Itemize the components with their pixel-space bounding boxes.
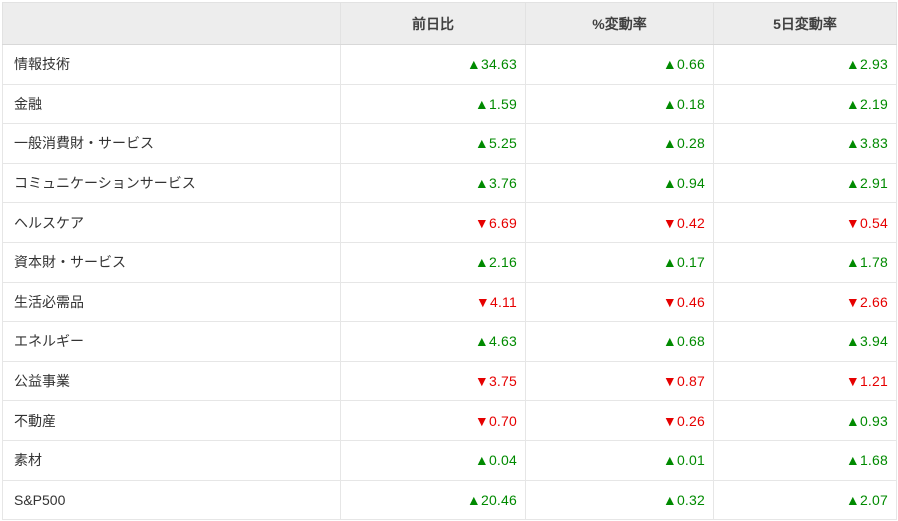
- change-value: ▲3.83: [713, 123, 897, 164]
- sector-label: 不動産: [2, 400, 341, 441]
- change-value: ▲0.01: [525, 439, 714, 481]
- sector-label: エネルギー: [2, 321, 341, 362]
- change-value: ▲20.46: [340, 479, 526, 521]
- table-row: コミュニケーションサービス ▲3.76 ▲0.94 ▲2.91: [2, 162, 897, 204]
- sector-label: 公益事業: [2, 360, 341, 402]
- change-value: ▲1.59: [340, 83, 526, 125]
- table-row: 生活必需品 ▼4.11 ▼0.46 ▼2.66: [2, 281, 897, 323]
- change-value: ▲34.63: [340, 44, 526, 85]
- change-value: ▼3.75: [340, 360, 526, 402]
- header-percent-change: %変動率: [525, 2, 714, 45]
- change-value: ▲0.94: [525, 162, 714, 204]
- change-value: ▼0.87: [525, 360, 714, 402]
- change-value: ▲4.63: [340, 321, 526, 362]
- change-value: ▼0.42: [525, 202, 714, 243]
- table-row: 金融 ▲1.59 ▲0.18 ▲2.19: [2, 83, 897, 125]
- change-value: ▼0.54: [713, 202, 897, 243]
- change-value: ▼0.26: [525, 400, 714, 441]
- change-value: ▲2.93: [713, 44, 897, 85]
- change-value: ▲0.32: [525, 479, 714, 521]
- change-value: ▼4.11: [340, 281, 526, 323]
- change-value: ▼2.66: [713, 281, 897, 323]
- change-value: ▼0.46: [525, 281, 714, 323]
- sector-label: 一般消費財・サービス: [2, 123, 341, 164]
- sector-label: コミュニケーションサービス: [2, 162, 341, 204]
- change-value: ▲0.28: [525, 123, 714, 164]
- change-value: ▲2.19: [713, 83, 897, 125]
- sector-label: S&P500: [2, 479, 341, 521]
- change-value: ▲0.04: [340, 439, 526, 481]
- table-row: 情報技術 ▲34.63 ▲0.66 ▲2.93: [2, 44, 897, 85]
- change-value: ▼0.70: [340, 400, 526, 441]
- header-sector: [2, 2, 341, 45]
- header-day-change: 前日比: [340, 2, 526, 45]
- change-value: ▲0.93: [713, 400, 897, 441]
- change-value: ▲3.94: [713, 321, 897, 362]
- sector-label: ヘルスケア: [2, 202, 341, 243]
- change-value: ▲0.18: [525, 83, 714, 125]
- header-row: 前日比 %変動率 5日変動率: [2, 2, 897, 45]
- change-value: ▲0.17: [525, 241, 714, 283]
- change-value: ▲3.76: [340, 162, 526, 204]
- sector-label: 素材: [2, 439, 341, 481]
- table-row: 公益事業 ▼3.75 ▼0.87 ▼1.21: [2, 360, 897, 402]
- change-value: ▲2.07: [713, 479, 897, 521]
- table-row: 資本財・サービス ▲2.16 ▲0.17 ▲1.78: [2, 241, 897, 283]
- change-value: ▲2.16: [340, 241, 526, 283]
- table-row: 素材 ▲0.04 ▲0.01 ▲1.68: [2, 439, 897, 481]
- change-value: ▲0.66: [525, 44, 714, 85]
- sector-label: 金融: [2, 83, 341, 125]
- table-row: エネルギー ▲4.63 ▲0.68 ▲3.94: [2, 321, 897, 362]
- sector-label: 生活必需品: [2, 281, 341, 323]
- change-value: ▲2.91: [713, 162, 897, 204]
- table-row: 不動産 ▼0.70 ▼0.26 ▲0.93: [2, 400, 897, 441]
- sector-label: 情報技術: [2, 44, 341, 85]
- table-body: 情報技術 ▲34.63 ▲0.66 ▲2.93 金融 ▲1.59 ▲0.18 ▲2.19 一般消…: [2, 44, 897, 521]
- table-row: ヘルスケア ▼6.69 ▼0.42 ▼0.54: [2, 202, 897, 243]
- table-row: S&P500 ▲20.46 ▲0.32 ▲2.07: [2, 479, 897, 521]
- change-value: ▼6.69: [340, 202, 526, 243]
- change-value: ▲1.78: [713, 241, 897, 283]
- change-value: ▲0.68: [525, 321, 714, 362]
- change-value: ▲5.25: [340, 123, 526, 164]
- header-5day-change: 5日変動率: [713, 2, 897, 45]
- table-row: 一般消費財・サービス ▲5.25 ▲0.28 ▲3.83: [2, 123, 897, 164]
- change-value: ▲1.68: [713, 439, 897, 481]
- change-value: ▼1.21: [713, 360, 897, 402]
- sector-label: 資本財・サービス: [2, 241, 341, 283]
